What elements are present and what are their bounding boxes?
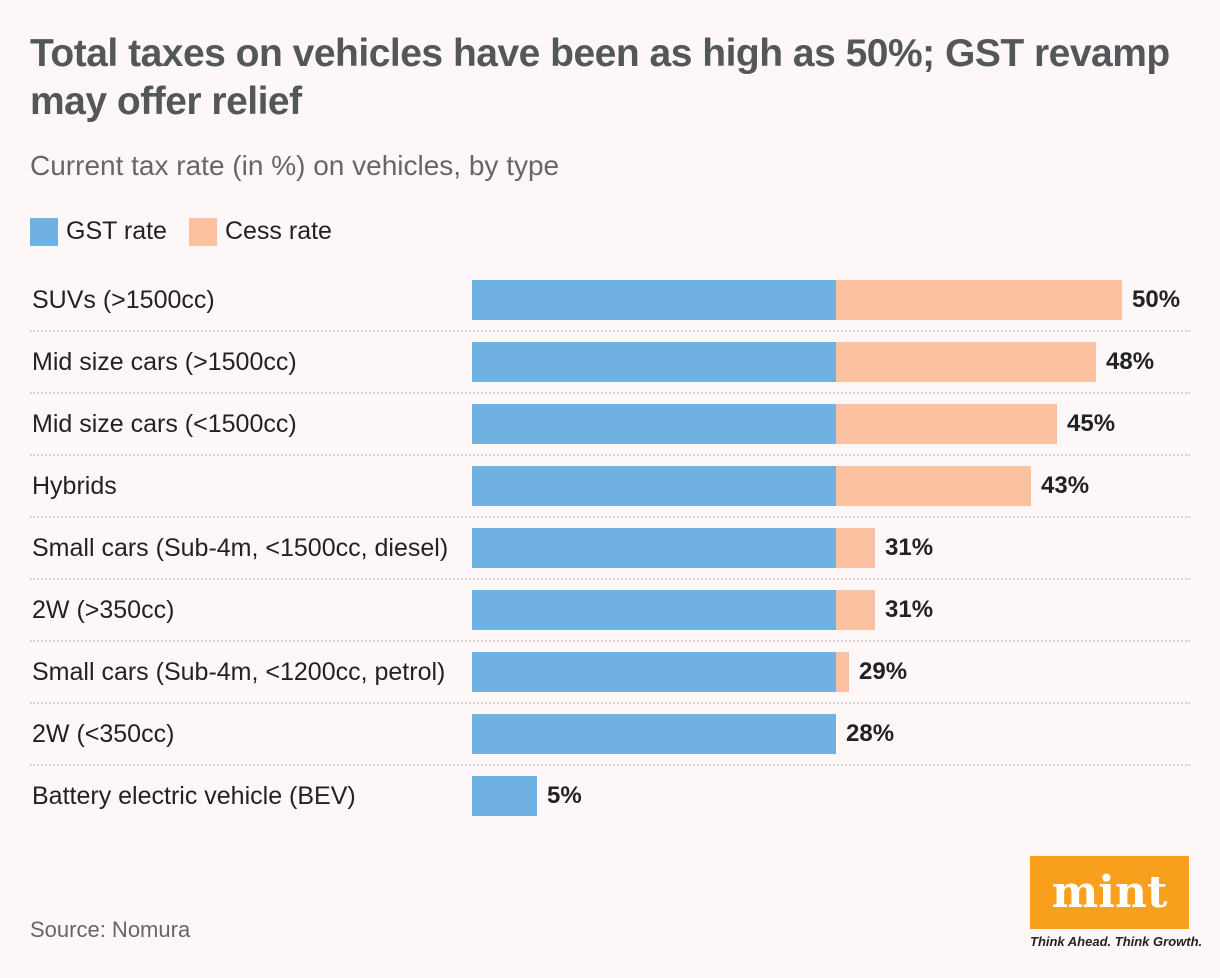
bar-cess (836, 280, 1122, 320)
mint-logo: mint (1030, 856, 1189, 929)
row-divider (30, 454, 1190, 456)
category-label: Battery electric vehicle (BEV) (32, 782, 356, 810)
chart-subtitle: Current tax rate (in %) on vehicles, by … (30, 150, 560, 181)
total-label: 50% (1132, 286, 1181, 313)
bar-cess (836, 652, 849, 692)
bar-gst (472, 652, 836, 692)
category-label: Hybrids (32, 472, 117, 500)
bar-gst (472, 404, 836, 444)
category-label: 2W (>350cc) (32, 596, 175, 624)
row-divider (30, 702, 1190, 704)
total-label: 29% (859, 658, 908, 685)
row-divider (30, 330, 1190, 332)
category-label: Small cars (Sub-4m, <1500cc, diesel) (32, 534, 449, 562)
row-divider (30, 764, 1190, 766)
bar-gst (472, 776, 537, 816)
bar-cess (836, 342, 1096, 382)
total-label: 43% (1041, 472, 1090, 499)
category-label: 2W (<350cc) (32, 720, 175, 748)
bar-gst (472, 714, 836, 754)
bar-cess (836, 590, 875, 630)
category-label: Mid size cars (<1500cc) (32, 410, 297, 438)
legend-swatch-cess (188, 217, 217, 246)
row-divider (30, 640, 1190, 642)
bar-cess (836, 528, 875, 568)
category-label: SUVs (>1500cc) (32, 286, 215, 314)
total-label: 48% (1106, 348, 1155, 375)
row-divider (30, 392, 1190, 394)
legend-item-gst: GST rate (30, 217, 167, 246)
bar-gst (472, 466, 836, 506)
bar-gst (472, 342, 836, 382)
total-label: 45% (1067, 410, 1116, 437)
legend-label: Cess rate (224, 217, 332, 245)
total-label: 31% (885, 596, 934, 623)
row-divider (30, 578, 1190, 580)
total-label: 28% (846, 720, 895, 747)
chart-title: Total taxes on vehicles have been as hig… (30, 32, 1170, 123)
category-label: Small cars (Sub-4m, <1200cc, petrol) (32, 658, 446, 686)
bar-cess (836, 404, 1057, 444)
total-label: 5% (547, 782, 582, 809)
legend-swatch-gst (30, 217, 58, 246)
legend: GST rate Cess rate (30, 217, 354, 246)
legend-label: GST rate (66, 217, 167, 245)
bar-gst (472, 528, 836, 568)
source-note: Source: Nomura (30, 917, 191, 942)
bar-gst (472, 590, 836, 630)
row-divider (30, 516, 1190, 518)
category-label: Mid size cars (>1500cc) (32, 348, 297, 376)
legend-item-cess: Cess rate (188, 217, 332, 246)
bar-cess (836, 466, 1031, 506)
logo-tagline: Think Ahead. Think Growth. (1030, 934, 1203, 949)
bar-gst (472, 280, 836, 320)
total-label: 31% (885, 534, 934, 561)
